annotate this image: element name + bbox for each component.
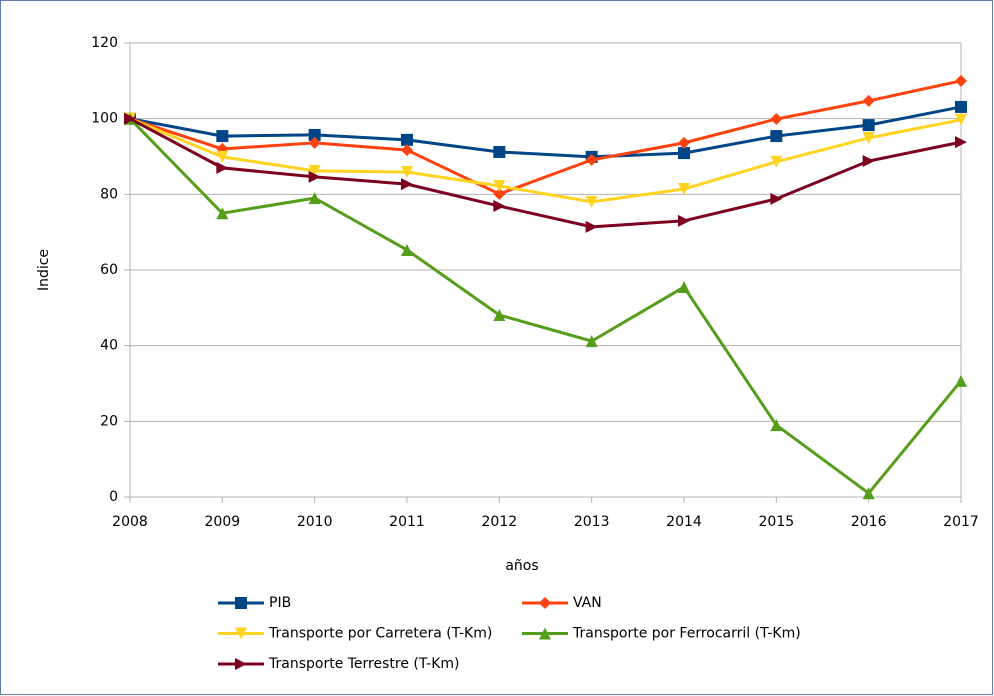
marker	[493, 200, 506, 213]
legend-label: Transporte por Carretera (T-Km)	[268, 626, 492, 642]
x-tick-label: 2009	[205, 514, 241, 530]
marker	[493, 309, 506, 322]
marker	[401, 178, 413, 191]
marker	[678, 214, 690, 227]
x-tick-label: 2011	[389, 514, 425, 530]
marker	[770, 130, 783, 143]
marker	[216, 150, 229, 163]
marker	[401, 133, 413, 146]
marker	[235, 597, 247, 609]
series-line	[128, 117, 963, 496]
marker	[862, 155, 875, 168]
y-tick-label: 100	[91, 111, 118, 127]
legend-label: PIB	[269, 595, 291, 611]
y-tick-label: 60	[100, 262, 118, 278]
marker	[770, 155, 783, 168]
series-line	[129, 79, 962, 196]
marker	[216, 130, 229, 143]
legend-label: Transporte Terrestre (T-Km)	[268, 656, 459, 672]
marker	[955, 374, 967, 387]
marker	[585, 335, 598, 348]
x-tick-label: 2010	[297, 514, 333, 530]
x-tick-label: 2012	[482, 514, 518, 530]
marker	[308, 136, 321, 149]
y-tick-label: 120	[91, 35, 118, 51]
marker	[955, 136, 967, 149]
series-line	[129, 105, 962, 159]
marker	[862, 131, 875, 144]
marker	[585, 153, 598, 166]
marker	[401, 144, 413, 157]
marker	[216, 207, 229, 220]
marker	[493, 145, 506, 158]
marker	[493, 187, 506, 200]
marker	[955, 74, 967, 87]
x-tick-label: 2017	[943, 514, 979, 530]
y-tick-label: 20	[100, 413, 118, 429]
marker	[862, 487, 875, 500]
x-tick-label: 2013	[574, 514, 610, 530]
marker	[678, 183, 690, 196]
marker	[955, 113, 967, 126]
x-axis-label: años	[505, 558, 538, 574]
marker	[770, 419, 783, 432]
marker	[308, 192, 321, 205]
marker	[678, 281, 690, 294]
marker	[678, 136, 690, 149]
marker	[585, 195, 598, 208]
series-line	[129, 117, 962, 229]
marker	[401, 166, 413, 179]
marker	[678, 147, 690, 160]
marker	[539, 627, 551, 640]
plot-border	[129, 42, 962, 498]
marker	[585, 220, 598, 233]
x-tick-label: 2016	[851, 514, 887, 530]
marker	[493, 180, 506, 193]
x-tick-label: 2014	[666, 514, 702, 530]
marker	[539, 597, 551, 609]
legend-label: VAN	[573, 595, 602, 611]
marker	[770, 192, 783, 205]
marker	[235, 658, 247, 670]
marker	[308, 128, 321, 141]
series-line	[129, 117, 962, 204]
x-tick-label: 2015	[759, 514, 795, 530]
marker	[308, 170, 321, 183]
marker	[308, 164, 321, 177]
marker	[955, 100, 967, 113]
marker	[401, 243, 413, 256]
marker	[235, 627, 247, 640]
y-tick-label: 40	[100, 338, 118, 354]
legend-label: Transporte por Ferrocarril (T-Km)	[572, 626, 801, 642]
marker	[862, 94, 875, 107]
marker	[862, 119, 875, 132]
x-tick-label: 2008	[112, 514, 148, 530]
marker	[770, 113, 783, 126]
marker	[124, 112, 136, 125]
y-tick-label: 80	[100, 186, 118, 202]
y-tick-label: 0	[109, 489, 118, 505]
y-axis-label: Indice	[36, 249, 52, 291]
marker	[216, 161, 229, 174]
